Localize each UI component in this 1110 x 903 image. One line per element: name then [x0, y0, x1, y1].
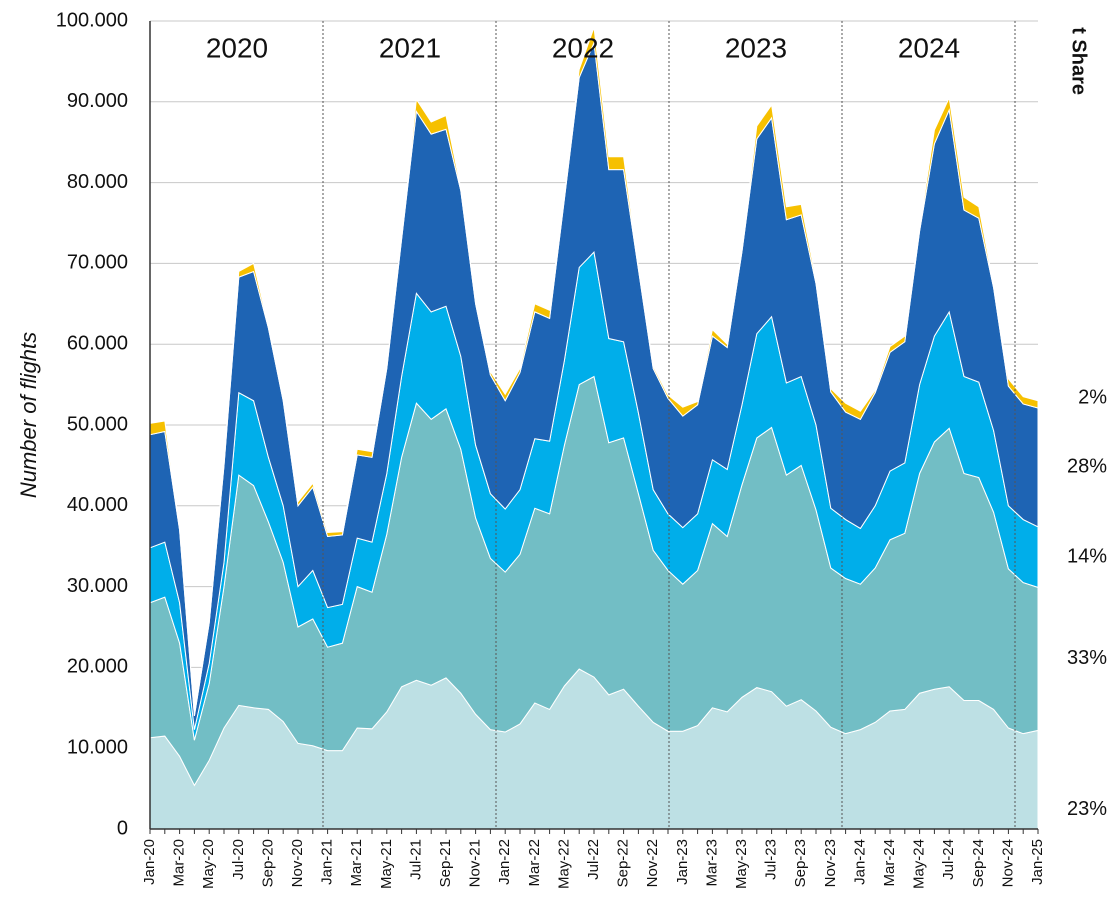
x-tick-label: Jan-23	[674, 839, 691, 885]
x-tick-label: Nov-23	[822, 839, 839, 887]
x-tick-label: Jul-20	[230, 839, 247, 880]
y-tick-label: 80.000	[67, 171, 128, 193]
x-tick-label: Nov-22	[644, 839, 661, 887]
y-tick-label: 40.000	[67, 494, 128, 516]
year-label: 2021	[379, 32, 441, 63]
y-tick-label: 30.000	[67, 575, 128, 597]
x-tick-label: Jan-24	[851, 839, 868, 885]
x-tick-label: Nov-20	[289, 839, 306, 887]
y-tick-label: 50.000	[67, 413, 128, 435]
year-label: 2024	[898, 32, 960, 63]
x-tick-label: May-23	[733, 839, 750, 889]
x-tick-label: Nov-24	[999, 839, 1016, 887]
y-tick-label: 70.000	[67, 252, 128, 274]
x-tick-label: Jul-23	[763, 839, 780, 880]
share-label: 28%	[1067, 456, 1107, 478]
x-tick-label: May-22	[555, 839, 572, 889]
x-tick-label: Sep-23	[792, 839, 809, 887]
y-tick-label: 60.000	[67, 332, 128, 354]
x-tick-label: May-24	[911, 839, 928, 889]
year-label: 2023	[725, 32, 787, 63]
legend-title: t Share	[1068, 27, 1090, 95]
x-tick-label: Sep-24	[970, 839, 987, 887]
x-tick-label: May-20	[200, 839, 217, 889]
share-label: 23%	[1067, 798, 1107, 820]
year-label: 2020	[206, 32, 268, 63]
y-tick-label: 0	[117, 817, 128, 839]
x-tick-label: Jan-20	[141, 839, 158, 885]
share-label: 33%	[1067, 647, 1107, 669]
x-tick-label: Mar-22	[526, 839, 543, 887]
x-tick-label: Sep-21	[437, 839, 454, 887]
area	[149, 27, 1039, 716]
x-tick-label: Mar-23	[703, 839, 720, 887]
x-tick-label: May-21	[378, 839, 395, 889]
y-tick-label: 90.000	[67, 90, 128, 112]
x-tick-label: Sep-20	[259, 839, 276, 887]
x-tick-label: Jul-22	[585, 839, 602, 880]
x-tick-label: Mar-20	[171, 839, 188, 887]
x-tick-label: Jul-24	[940, 839, 957, 880]
x-tick-label: Jan-25	[1029, 839, 1046, 885]
x-tick-label: Mar-24	[881, 839, 898, 887]
y-tick-label: 100.000	[56, 9, 128, 31]
x-tick-label: Mar-21	[348, 839, 365, 887]
x-tick-label: Jan-22	[496, 839, 513, 885]
year-label: 2022	[552, 32, 614, 63]
share-label: 2%	[1078, 387, 1107, 409]
x-tick-label: Sep-22	[615, 839, 632, 887]
share-label: 14%	[1067, 545, 1107, 567]
y-tick-label: 20.000	[67, 656, 128, 678]
x-tick-label: Jan-21	[319, 839, 336, 885]
x-tick-label: Nov-21	[467, 839, 484, 887]
y-tick-label: 10.000	[67, 736, 128, 758]
x-tick-label: Jul-21	[407, 839, 424, 880]
y-axis-label: Number of flights	[16, 332, 41, 498]
